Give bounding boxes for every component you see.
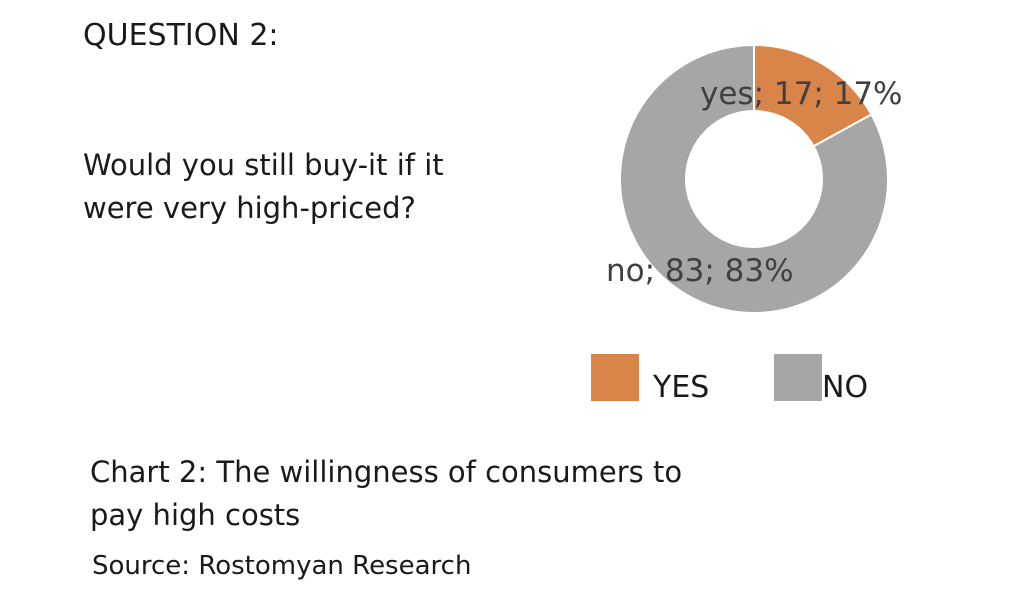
donut-chart: yes; 17; 17% no; 83; 83% YES NO: [560, 0, 980, 420]
legend-swatch-yes: [591, 354, 639, 401]
data-label-yes: yes; 17; 17%: [700, 76, 903, 112]
question-text: Would you still buy-it if it were very h…: [83, 148, 444, 225]
donut-slice-no: [619, 43, 889, 314]
donut-chart-svg: yes; 17; 17% no; 83; 83% YES NO: [591, 43, 903, 405]
legend-label-no: NO: [822, 370, 868, 405]
data-label-no: no; 83; 83%: [606, 253, 794, 289]
donut-slices: [619, 43, 889, 314]
legend-label-yes: YES: [652, 370, 709, 405]
chart-source: Source: Rostomyan Research: [92, 551, 472, 581]
donut-data-labels: yes; 17; 17% no; 83; 83%: [606, 76, 903, 289]
chart-caption: Chart 2: The willingness of consumers to…: [90, 455, 683, 532]
question-label: QUESTION 2:: [83, 18, 279, 53]
legend: YES NO: [591, 354, 868, 405]
legend-swatch-no: [774, 354, 822, 401]
